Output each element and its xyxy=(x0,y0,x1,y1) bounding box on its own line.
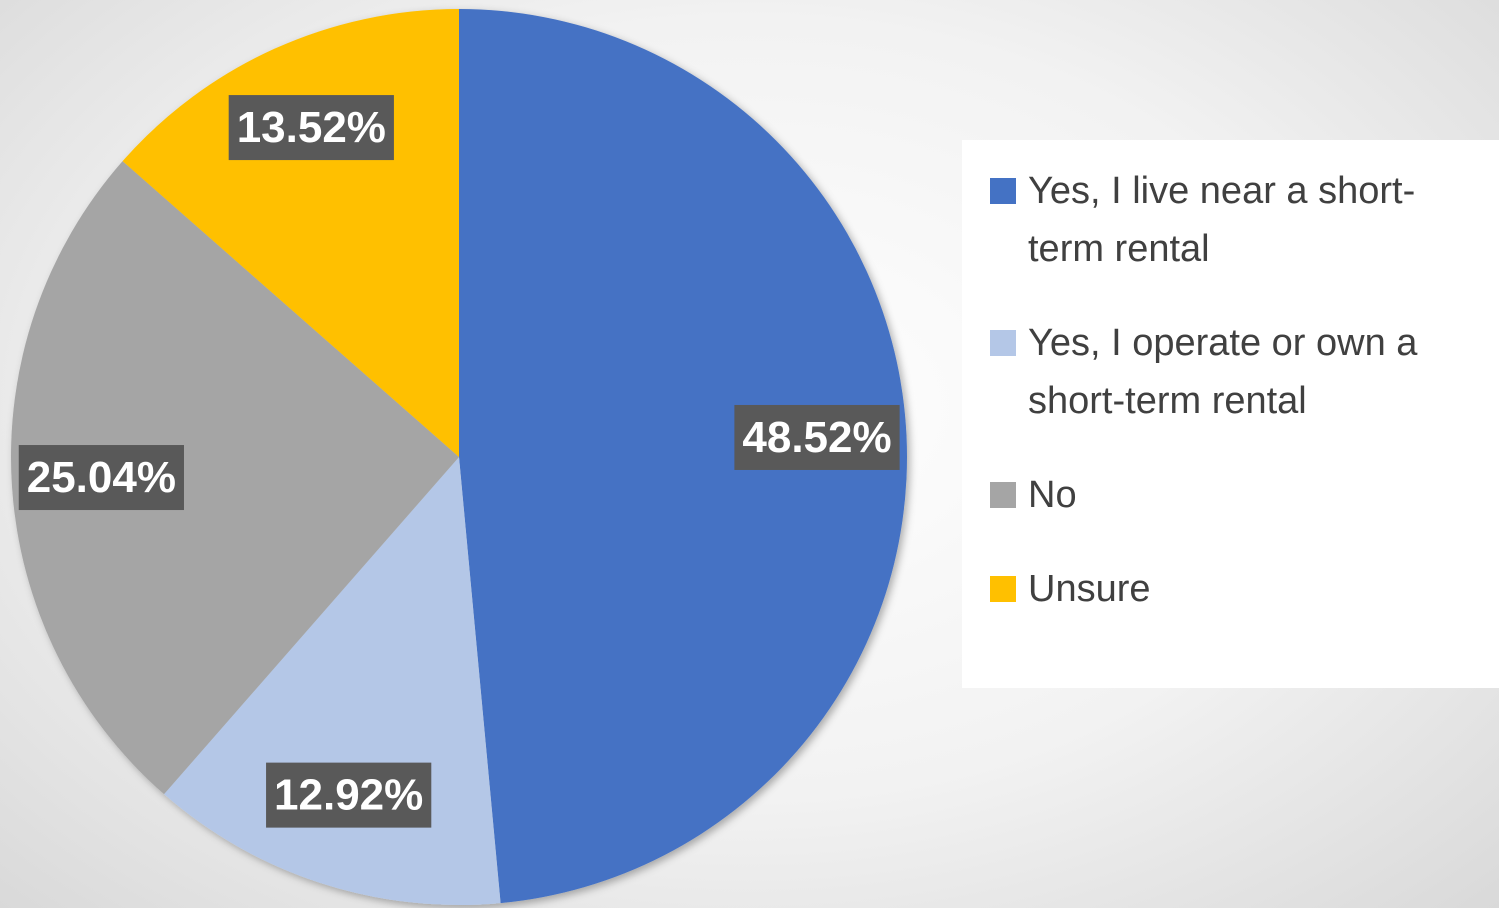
pie xyxy=(10,9,907,906)
legend-swatch xyxy=(990,178,1016,204)
legend-item: No xyxy=(990,466,1489,524)
legend-item: Yes, I operate or own a short-term renta… xyxy=(990,314,1489,430)
legend-swatch xyxy=(990,330,1016,356)
legend-label: Yes, I live near a short-term rental xyxy=(1028,170,1416,270)
data-label-box xyxy=(266,762,432,828)
legend-item: Unsure xyxy=(990,560,1489,618)
legend: Yes, I live near a short-term rental Yes,… xyxy=(962,140,1499,688)
legend-label: Yes, I operate or own a short-term renta… xyxy=(1028,322,1418,422)
data-label: 12.92% xyxy=(274,771,423,820)
legend-item: Yes, I live near a short-term rental xyxy=(990,162,1489,278)
legend-label: Unsure xyxy=(1028,568,1151,610)
legend-swatch xyxy=(990,482,1016,508)
pie-slice xyxy=(10,161,459,795)
data-label: 25.04% xyxy=(27,453,176,502)
data-label-box xyxy=(228,95,394,161)
legend-label: No xyxy=(1028,474,1077,516)
data-label: 13.52% xyxy=(237,103,386,152)
data-label-box xyxy=(734,404,900,470)
data-labels: 48.52% 12.92% 25.04% 13.52% xyxy=(18,95,900,828)
pie-slice xyxy=(459,9,907,904)
legend-swatch xyxy=(990,576,1016,602)
data-label-box xyxy=(18,445,184,511)
data-label: 48.52% xyxy=(742,413,891,462)
